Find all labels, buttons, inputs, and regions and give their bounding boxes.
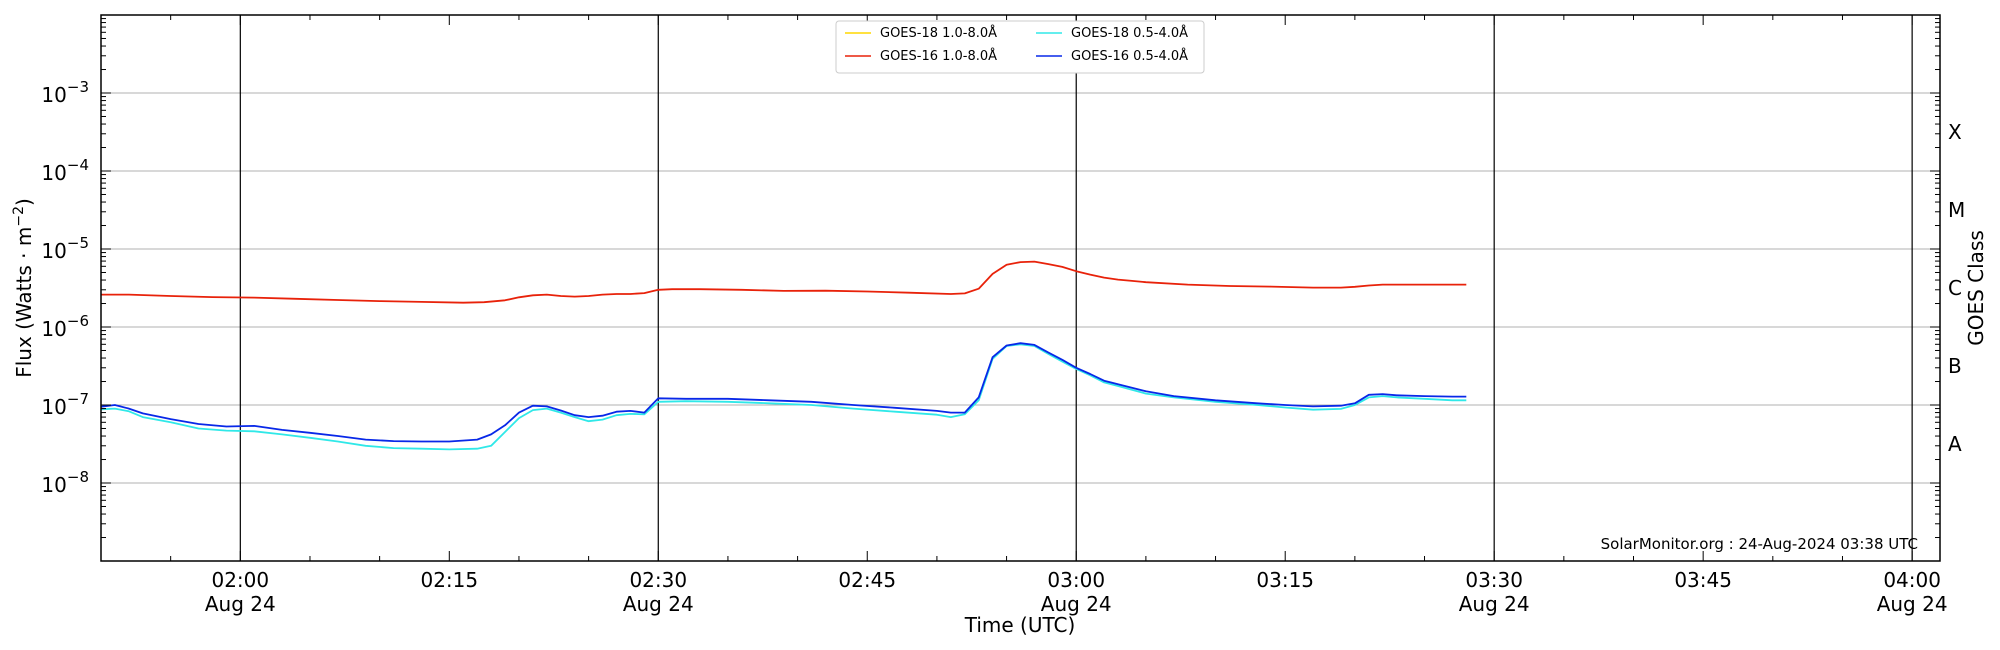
x-tick-date: Aug 24 — [1041, 592, 1112, 616]
legend-label-1: GOES-16 1.0-8.0Å — [880, 48, 997, 64]
series-line-3 — [100, 342, 1467, 443]
legend-label-0: GOES-18 1.0-8.0Å — [880, 25, 997, 41]
x-tick-time: 03:00 — [1047, 568, 1105, 592]
x-tick-date: Aug 24 — [623, 592, 694, 616]
credit-text: SolarMonitor.org : 24-Aug-2024 03:38 UTC — [1601, 535, 1918, 553]
legend: GOES-18 1.0-8.0Å GOES-16 1.0-8.0Å GOES-18 … — [835, 20, 1205, 74]
y-tick-label: 10−7 — [41, 390, 89, 419]
x-tick-time: 02:00 — [211, 568, 269, 592]
y-tick-label: 10−3 — [41, 78, 89, 107]
goes-class-c: C — [1948, 276, 1962, 300]
x-tick-date: Aug 24 — [1877, 592, 1948, 616]
goes-class-x: X — [1948, 120, 1962, 144]
x-tick-date: Aug 24 — [1459, 592, 1530, 616]
goes-class-m: M — [1948, 198, 1965, 222]
series-line-2 — [100, 343, 1467, 451]
right-axis-title: GOES Class — [1964, 230, 1988, 346]
horizontal-grid — [101, 92, 1940, 484]
series-line-1 — [101, 260, 1467, 304]
goes-class-b: B — [1948, 354, 1962, 378]
goes-class-a: A — [1948, 432, 1962, 456]
y-tick-label: 10−6 — [41, 312, 89, 341]
legend-label-2: GOES-18 0.5-4.0Å — [1071, 25, 1188, 41]
day-hour-lines — [239, 15, 1913, 561]
x-tick-time: 04:00 — [1883, 568, 1941, 592]
x-tick-time: 02:45 — [838, 568, 896, 592]
x-axis-title: Time (UTC) — [964, 613, 1076, 637]
y-tick-label: 10−4 — [41, 156, 89, 185]
x-tick-time: 02:15 — [420, 568, 478, 592]
goes-class-labels: A B C M X — [1948, 120, 1965, 456]
x-tick-date: Aug 24 — [205, 592, 276, 616]
y-tick-label: 10−5 — [41, 234, 89, 263]
legend-box — [835, 20, 1205, 74]
series-lines — [100, 260, 1467, 451]
x-tick-time: 03:30 — [1465, 568, 1523, 592]
y-axis-ticks: 10−8 10−7 10−6 10−5 10−4 10−3 — [41, 18, 1940, 562]
y-tick-label: 10−8 — [41, 468, 89, 497]
x-tick-time: 03:15 — [1256, 568, 1314, 592]
x-tick-time: 02:30 — [629, 568, 687, 592]
plot-frame — [100, 14, 1941, 562]
y-axis-title: Flux (Watts · m−2) — [11, 198, 36, 378]
legend-label-3: GOES-16 0.5-4.0Å — [1071, 48, 1188, 64]
x-tick-time: 03:45 — [1674, 568, 1732, 592]
